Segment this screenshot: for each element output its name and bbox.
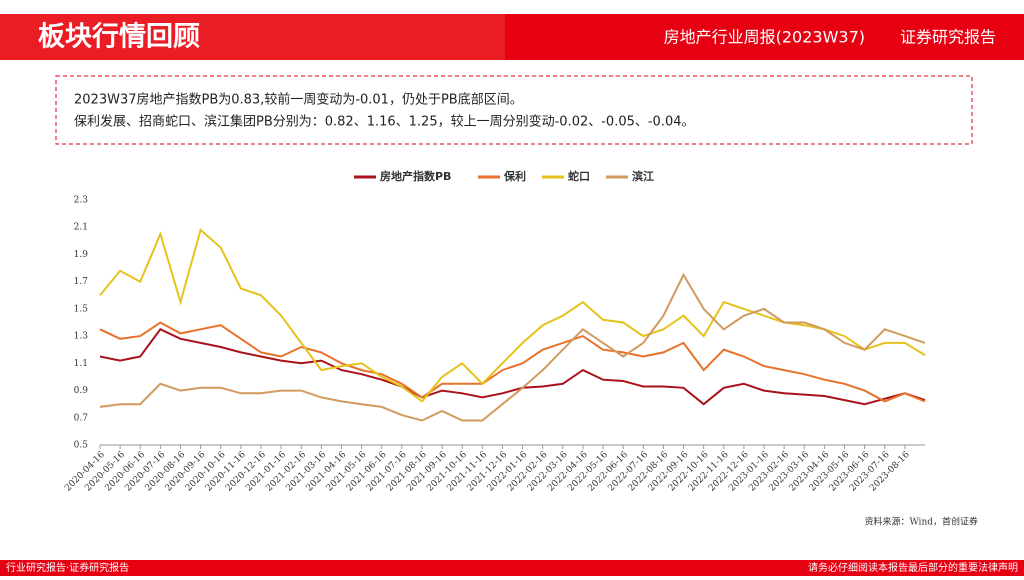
summary-line: 2023W37房地产指数PB为0.83,较前一周变动为-0.01，仍处于PB底部… xyxy=(74,92,523,108)
y-tick-label: 0.7 xyxy=(74,413,89,423)
y-tick-label: 1.5 xyxy=(74,304,89,314)
series-line xyxy=(99,328,926,406)
summary-line: 保利发展、招商蛇口、滨江集团PB分别为：0.82、1.16、1.25，较上一周分… xyxy=(74,114,695,130)
series-line xyxy=(99,272,926,422)
y-tick-label: 1.9 xyxy=(74,250,89,260)
footer-bar xyxy=(0,560,1024,576)
series-line xyxy=(99,228,926,403)
chart: 0.50.70.91.11.31.51.71.92.12.32020-04-16… xyxy=(63,169,926,494)
header-left xyxy=(0,14,505,60)
y-tick-label: 2.1 xyxy=(74,223,88,233)
footer-right: 请务必仔细阅读本报告最后部分的重要法律声明 xyxy=(808,561,1018,574)
legend-label: 蛇口 xyxy=(568,169,590,183)
legend-label: 滨江 xyxy=(632,169,654,183)
report-kind: 证券研究报告 xyxy=(900,28,996,47)
source: 资料来源：Wind，首创证券 xyxy=(864,516,978,528)
y-tick-label: 1.7 xyxy=(74,277,89,287)
series-line xyxy=(99,321,926,403)
y-tick-label: 1.1 xyxy=(74,359,88,369)
legend-label: 保利 xyxy=(503,169,526,183)
footer-left: 行业研究报告·证券研究报告 xyxy=(6,561,129,574)
y-tick-label: 0.5 xyxy=(74,441,89,451)
report-name: 房地产行业周报(2023W37) xyxy=(664,28,865,47)
legend-label: 房地产指数PB xyxy=(380,169,451,183)
y-tick-label: 1.3 xyxy=(74,332,89,342)
y-tick-label: 0.9 xyxy=(74,386,89,396)
summary-box xyxy=(55,75,973,145)
y-tick-label: 2.3 xyxy=(74,196,89,206)
page-title: 板块行情回顾 xyxy=(38,21,200,53)
